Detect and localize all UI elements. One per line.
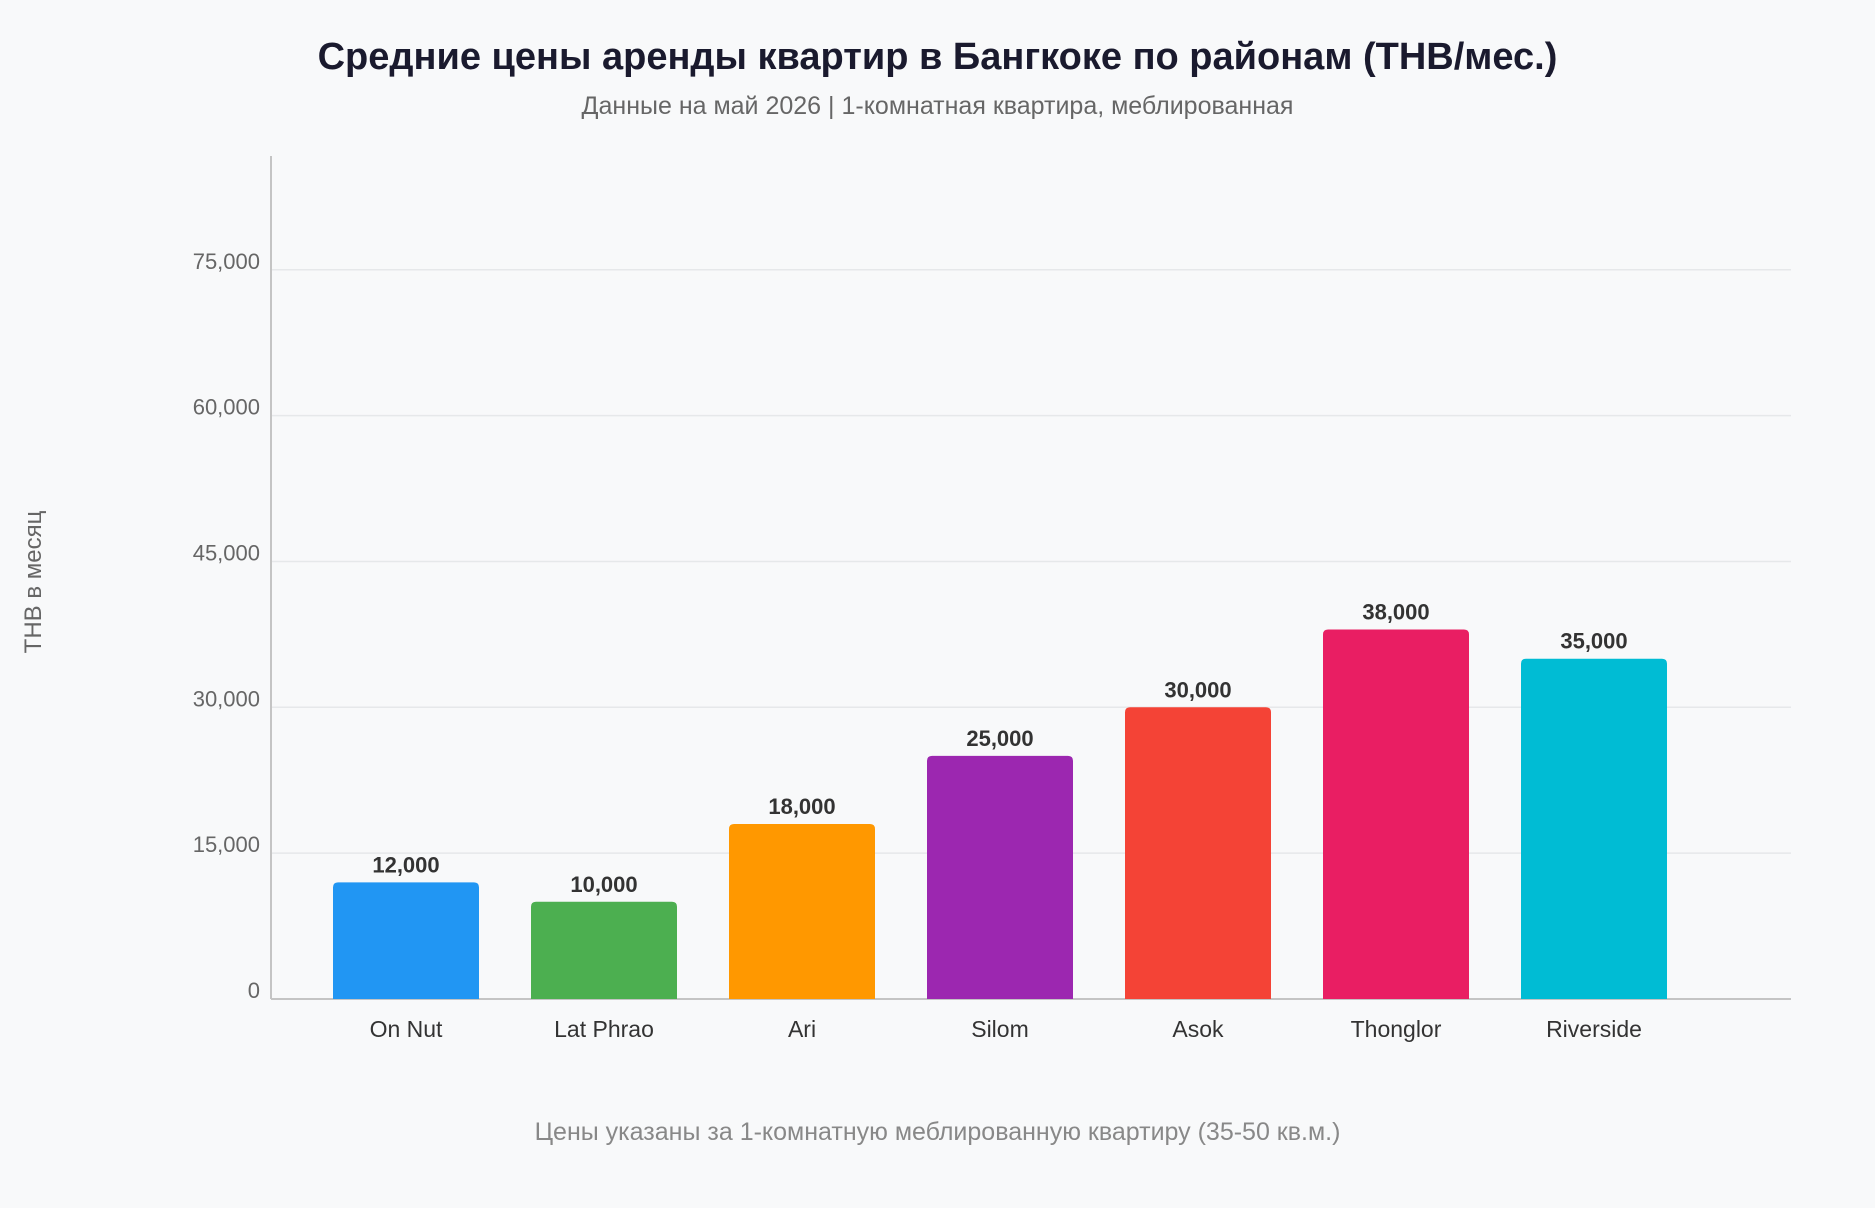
y-tick-label: 0 [248, 978, 260, 1003]
bar-value-label: 30,000 [1164, 677, 1231, 702]
bar-silom [927, 755, 1073, 999]
x-tick-label: Asok [1172, 1016, 1224, 1042]
bar-riverside [1521, 658, 1667, 999]
chart-footnote: Цены указаны за 1-комнатную меблированну… [534, 1118, 1341, 1146]
bar-value-label: 35,000 [1560, 629, 1627, 654]
bar-value-label: 18,000 [768, 794, 835, 819]
chart-title: Средние цены аренды квартир в Бангкоке п… [317, 36, 1558, 78]
bar-ari [729, 823, 875, 999]
x-tick-label: Ari [788, 1016, 816, 1042]
x-tick-label: Riverside [1546, 1016, 1642, 1042]
y-tick-label: 30,000 [193, 686, 260, 711]
bar-value-label: 25,000 [966, 726, 1033, 751]
bar-value-label: 38,000 [1362, 600, 1429, 625]
x-tick-label: Lat Phrao [554, 1016, 654, 1042]
x-tick-label: On Nut [370, 1016, 443, 1042]
x-tick-label: Silom [971, 1016, 1029, 1042]
y-tick-label: 15,000 [193, 832, 260, 857]
x-tick-label: Thonglor [1351, 1016, 1442, 1042]
y-tick-label: 60,000 [193, 395, 260, 420]
bar-value-label: 12,000 [372, 852, 439, 877]
y-tick-label: 45,000 [193, 540, 260, 565]
bar-on-nut [333, 882, 479, 999]
bar-thonglor [1323, 629, 1469, 999]
bar-asok [1125, 707, 1271, 999]
bar-value-label: 10,000 [570, 872, 637, 897]
y-tick-label: 75,000 [193, 249, 260, 274]
chart-subtitle: Данные на май 2026 | 1-комнатная квартир… [581, 92, 1294, 120]
bar-lat-phrao [531, 901, 677, 999]
